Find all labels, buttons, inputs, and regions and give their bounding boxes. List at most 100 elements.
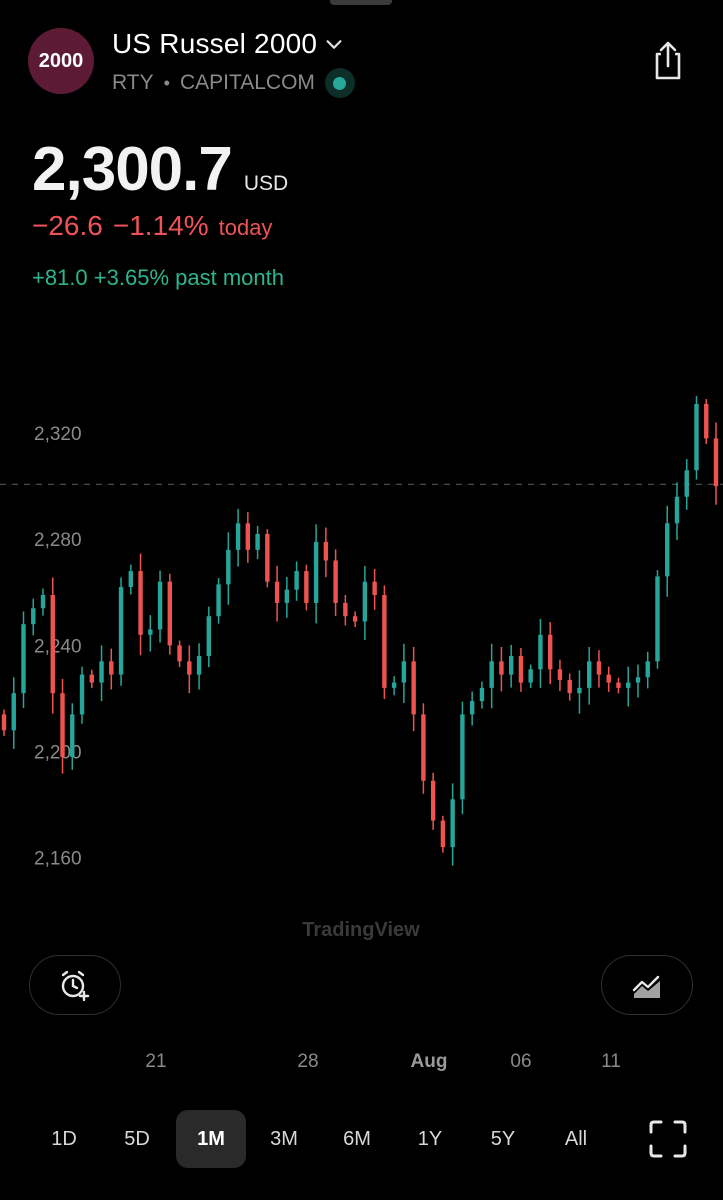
- candle-body: [50, 594, 55, 694]
- share-icon[interactable]: [646, 38, 690, 82]
- watermark: TradingView: [302, 919, 420, 940]
- candle-body: [518, 656, 524, 683]
- candle-body: [411, 661, 416, 715]
- range-5y-button[interactable]: 5Y: [490, 1127, 516, 1150]
- candle-body: [89, 674, 94, 683]
- symbol-subtitle: RTY • CAPITALCOM: [112, 68, 355, 98]
- candle-body: [70, 714, 75, 757]
- range-1y-button[interactable]: 1Y: [417, 1127, 443, 1150]
- candle-body: [216, 584, 221, 617]
- range-1d-button[interactable]: 1D: [51, 1127, 77, 1150]
- fullscreen-icon[interactable]: [648, 1119, 688, 1159]
- add-alert-icon: [61, 970, 90, 1002]
- candle-body: [391, 682, 397, 688]
- candle-body: [547, 634, 553, 670]
- area-chart-icon: [632, 975, 660, 998]
- candle-body: [655, 576, 660, 662]
- candle-body: [479, 687, 485, 702]
- last-price: 2,300.7: [32, 135, 233, 204]
- candle-body: [489, 661, 494, 688]
- exchange: CAPITALCOM: [179, 71, 315, 94]
- candle-body: [469, 701, 475, 715]
- candle-body: [645, 661, 650, 678]
- change-today-pct: −1.14%: [112, 210, 209, 241]
- x-tick-label: 28: [297, 1051, 319, 1072]
- candle-body: [177, 645, 182, 662]
- candle-body: [274, 581, 280, 603]
- symbol-logo: 2000: [28, 28, 94, 94]
- candle-body: [255, 533, 260, 550]
- y-tick-label: 2,200: [34, 743, 82, 764]
- candle-body: [167, 581, 173, 646]
- candle-body: [382, 594, 387, 688]
- candle-body: [118, 587, 124, 675]
- candle-body: [460, 714, 465, 800]
- range-selector: 1D 5D 1M 3M 6M 1Y 5Y All: [0, 1110, 723, 1168]
- candle-body: [450, 799, 455, 848]
- candle-body: [79, 674, 85, 715]
- candle-body: [304, 571, 309, 603]
- candle-body: [333, 560, 338, 603]
- candle-body: [323, 541, 329, 561]
- candle-body: [138, 571, 143, 635]
- candle-body: [148, 629, 153, 635]
- price-block: 2,300.7 USD: [32, 134, 288, 205]
- candle-body: [421, 714, 426, 781]
- candle-body: [665, 523, 670, 577]
- candle-body: [128, 571, 133, 588]
- separator: •: [163, 72, 170, 93]
- candle-body: [313, 541, 319, 603]
- candle-body: [265, 533, 270, 582]
- candle-body: [713, 438, 719, 487]
- grab-handle[interactable]: [330, 0, 392, 5]
- range-3m-button[interactable]: 3M: [270, 1127, 298, 1150]
- candle-body: [196, 656, 202, 675]
- price-chart[interactable]: TradingView 2,320 2,280 2,240 2,200 2,160: [0, 380, 723, 940]
- candle-body: [430, 780, 436, 821]
- candle-body: [508, 656, 514, 675]
- candle-body: [635, 677, 641, 683]
- x-tick-label: 06: [510, 1051, 532, 1072]
- range-6m-button[interactable]: 6M: [343, 1127, 371, 1150]
- candle-body: [99, 661, 104, 683]
- candle-body: [587, 661, 592, 688]
- candle-body: [31, 608, 36, 625]
- market-status-icon: [324, 68, 355, 98]
- candle-body: [1, 714, 7, 731]
- symbol-title[interactable]: US Russel 2000: [112, 28, 345, 60]
- range-5d-button[interactable]: 5D: [124, 1127, 150, 1150]
- candle-body: [577, 687, 582, 694]
- add-alert-button[interactable]: [29, 955, 121, 1015]
- candle-body: [352, 616, 358, 622]
- y-tick-label: 2,280: [34, 530, 82, 551]
- candle-body: [226, 549, 231, 585]
- candle-body: [187, 661, 192, 675]
- x-tick-label: 11: [601, 1051, 621, 1072]
- candle-body: [245, 523, 251, 550]
- candle-body: [684, 470, 689, 497]
- x-tick-label: Aug: [410, 1051, 448, 1072]
- candle-body: [440, 820, 446, 848]
- candle-body: [674, 496, 680, 524]
- candle-body: [401, 661, 407, 683]
- candle-body: [235, 523, 241, 550]
- range-1m-button[interactable]: 1M: [176, 1110, 246, 1168]
- chart-type-button[interactable]: [601, 955, 693, 1015]
- candle-body: [157, 581, 163, 630]
- candle-body: [557, 669, 563, 680]
- candle-body: [40, 594, 46, 609]
- currency: USD: [243, 172, 289, 195]
- candle-body: [294, 571, 299, 590]
- candle-body: [704, 403, 709, 439]
- range-all-button[interactable]: All: [564, 1127, 588, 1150]
- change-past-month: +81.0 +3.65% past month: [32, 265, 284, 290]
- ticker: RTY: [112, 71, 154, 94]
- candle-body: [362, 581, 368, 622]
- candle-body: [596, 661, 602, 675]
- y-tick-label: 2,240: [34, 636, 82, 657]
- chevron-down-icon: [326, 40, 342, 49]
- candle-body: [567, 679, 572, 694]
- candle-body: [694, 403, 699, 471]
- candle-body: [21, 624, 26, 694]
- candle-body: [206, 616, 212, 657]
